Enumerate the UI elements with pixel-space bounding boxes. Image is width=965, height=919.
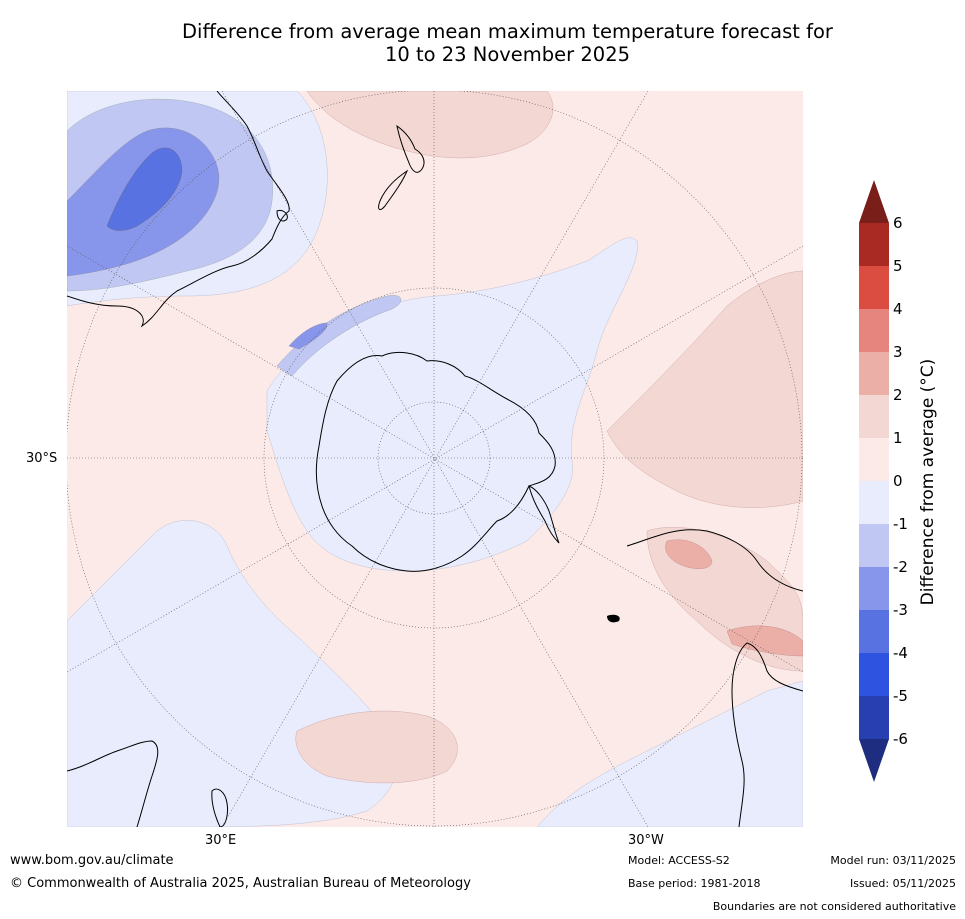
colorbar-tick-label: -1 (893, 515, 908, 533)
graticule (67, 91, 803, 827)
colorbar-bin (859, 610, 889, 654)
colorbar-tick-label: -4 (893, 644, 908, 662)
africa-outline (67, 740, 159, 827)
colorbar-bin (859, 352, 889, 396)
cool-anomaly-south-atlantic-bottom (536, 680, 803, 827)
cool-anomaly-australia-3 (106, 147, 183, 231)
warm-anomaly-south-america-2 (665, 539, 713, 569)
colorbar-bin (859, 524, 889, 568)
colorbar-tick-label: 5 (893, 257, 903, 275)
colorbar-tick-label: 4 (893, 300, 903, 318)
meridian (67, 245, 803, 673)
issued-date: Issued: 05/11/2025 (849, 877, 956, 890)
antarctic-peninsula (528, 485, 560, 544)
meridian (67, 245, 803, 673)
colorbar-extend-max (859, 180, 889, 223)
colorbar-tick-label: 0 (893, 472, 903, 490)
model-name: Model: ACCESS-S2 (628, 854, 730, 867)
map-panel (67, 91, 803, 827)
colorbar-label: Difference from average (°C) (918, 358, 938, 606)
title-line-1: Difference from average mean maximum tem… (182, 20, 833, 43)
warm-anomaly-tasman (306, 91, 554, 159)
copyright-notice: © Commonwealth of Australia 2025, Austra… (10, 876, 471, 891)
warm-anomaly-atlantic (295, 710, 458, 784)
new-zealand-south-island (378, 169, 409, 211)
colorbar-bin (859, 438, 889, 482)
title-line-2: 10 to 23 November 2025 (384, 43, 631, 66)
colorbar-bin (859, 309, 889, 353)
colorbar-tick-label: -3 (893, 601, 908, 619)
cool-anomaly-ring-accent-2 (288, 322, 328, 350)
new-zealand-north-island (396, 124, 425, 173)
colorbar-bin (859, 481, 889, 525)
colorbar-bin (859, 567, 889, 611)
base-period: Base period: 1981-2018 (628, 877, 761, 890)
falkland-islands (607, 614, 620, 623)
colorbar-tick-label: 6 (893, 214, 903, 232)
colorbar (859, 180, 889, 782)
colorbar-bin (859, 223, 889, 267)
website-link[interactable]: www.bom.gov.au/climate (10, 853, 174, 868)
colorbar-tick-label: 3 (893, 343, 903, 361)
colorbar-tick-label: -2 (893, 558, 908, 576)
lat-label-30s: 30°S (26, 451, 58, 466)
warm-anomaly-south-america-3 (726, 625, 803, 657)
meridian (221, 91, 649, 827)
disclaimer: Boundaries are not considered authoritat… (712, 900, 956, 913)
south-america-outline (626, 529, 803, 827)
warm-anomaly-south-pacific (606, 270, 803, 508)
colorbar-bin (859, 696, 889, 740)
chart-title: Difference from average mean maximum tem… (0, 20, 965, 66)
tasmania (276, 210, 288, 222)
colorbar-extend-min (859, 739, 889, 782)
colorbar-tick-label: 2 (893, 386, 903, 404)
madagascar (211, 788, 228, 827)
colorbar-bin (859, 395, 889, 439)
colorbar-tick-label: -5 (893, 687, 908, 705)
colorbar-bin (859, 653, 889, 697)
australia-outline (67, 91, 290, 328)
model-run-date: Model run: 03/11/2025 (830, 854, 956, 867)
colorbar-tick-label: -6 (893, 730, 908, 748)
meridian (221, 91, 649, 827)
lon-label-30w: 30°W (628, 833, 664, 848)
colorbar-tick-label: 1 (893, 429, 903, 447)
lon-label-30e: 30°E (205, 833, 237, 848)
colorbar-bin (859, 266, 889, 310)
